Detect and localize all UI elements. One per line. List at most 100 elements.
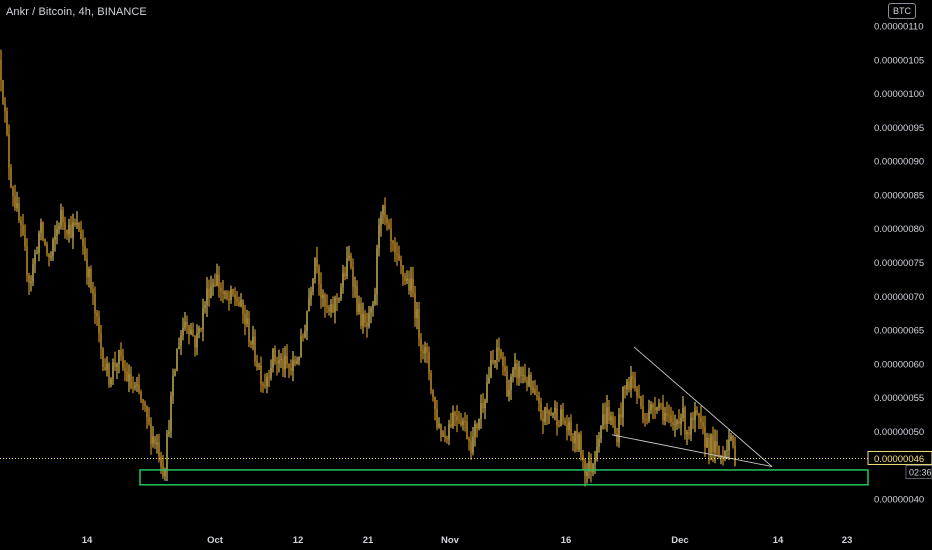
candle-body: [470, 440, 472, 453]
candle-body: [730, 435, 732, 440]
candle-body: [246, 318, 248, 325]
candle-body: [170, 396, 172, 432]
candle-body: [58, 226, 60, 230]
candle-body: [152, 436, 154, 444]
candle-body: [544, 407, 546, 423]
y-tick-label: 0.00000050: [874, 427, 924, 438]
candle-body: [4, 104, 6, 112]
candle-body: [62, 210, 64, 223]
candle-body: [60, 210, 62, 227]
candle-body: [106, 363, 108, 370]
candle-body: [562, 409, 564, 421]
candle-body: [488, 377, 490, 383]
y-tick-label: 0.00000065: [874, 326, 924, 337]
candle-body: [174, 371, 176, 376]
candle-body: [326, 305, 328, 307]
candle-body: [452, 412, 454, 427]
candle-body: [684, 408, 686, 435]
candle-body: [258, 365, 260, 367]
candle-body: [250, 341, 252, 345]
candle-body: [226, 292, 228, 299]
candle-body: [142, 399, 144, 403]
y-tick-label: 0.00000060: [874, 359, 924, 370]
candle-body: [416, 309, 418, 318]
candle-body: [96, 312, 98, 317]
candle-body: [122, 355, 124, 368]
candle-body: [666, 412, 668, 416]
candle-body: [38, 232, 40, 254]
candle-body: [294, 360, 296, 364]
candle-body: [494, 360, 496, 363]
candle-body: [644, 419, 646, 421]
candle-body: [496, 347, 498, 361]
candle-body: [56, 229, 58, 236]
candle-body: [720, 456, 722, 458]
candle-body: [538, 396, 540, 403]
candle-body: [446, 437, 448, 440]
candle-body: [280, 359, 282, 361]
candle-body: [568, 421, 570, 431]
candle-body: [298, 356, 300, 361]
candle-body: [616, 433, 618, 443]
candle-body: [90, 269, 92, 290]
candle-body: [490, 360, 492, 378]
candle-body: [160, 456, 162, 466]
candle-body: [628, 381, 630, 390]
candle-body: [184, 321, 186, 328]
candle-body: [260, 365, 262, 385]
candle-body: [42, 222, 44, 240]
candle-body: [54, 235, 56, 240]
candle-body: [466, 421, 468, 440]
y-tick-label: 0.00000110: [874, 22, 924, 33]
candle-body: [652, 404, 654, 408]
candle-body: [698, 413, 700, 418]
candle-body: [464, 421, 466, 423]
candle-body: [290, 367, 292, 371]
candle-body: [638, 395, 640, 397]
candle-body: [436, 409, 438, 428]
candle-body: [456, 415, 458, 421]
candle-body: [392, 240, 394, 244]
candle-body: [100, 333, 102, 349]
candle-body: [732, 435, 734, 446]
candle-body: [102, 348, 104, 368]
candle-body: [316, 257, 318, 267]
y-tick-label: 0.00000095: [874, 123, 924, 134]
candle-body: [320, 283, 322, 299]
candle-body: [342, 272, 344, 288]
currency-badge[interactable]: BTC: [888, 3, 916, 19]
candle-body: [190, 329, 192, 335]
candle-body: [234, 294, 236, 299]
candle-body: [166, 434, 168, 471]
candle-body: [192, 329, 194, 337]
candle-body: [734, 445, 736, 467]
candle-body: [204, 304, 206, 308]
candle-body: [420, 338, 422, 351]
candle-body: [154, 436, 156, 445]
candle-body: [520, 366, 522, 377]
candle-body: [364, 313, 366, 323]
candle-body: [252, 336, 254, 345]
candle-body: [704, 426, 706, 448]
candle-body: [582, 455, 584, 461]
candle-body: [288, 364, 290, 368]
candle-body: [130, 374, 132, 388]
candle-body: [576, 430, 578, 450]
candle-body: [556, 407, 558, 426]
candle-body: [348, 255, 350, 259]
candles-layer: [0, 49, 736, 487]
candle-body: [206, 288, 208, 305]
candle-body: [340, 287, 342, 299]
candle-body: [474, 424, 476, 437]
candle-body: [476, 424, 478, 429]
candle-body: [214, 284, 216, 286]
candle-body: [688, 432, 690, 435]
candle-body: [302, 336, 304, 338]
candle-body: [44, 239, 46, 245]
candle-body: [220, 287, 222, 292]
candle-body: [24, 235, 26, 247]
candle-body: [626, 381, 628, 389]
candle-body: [286, 355, 288, 365]
candle-body: [524, 375, 526, 381]
